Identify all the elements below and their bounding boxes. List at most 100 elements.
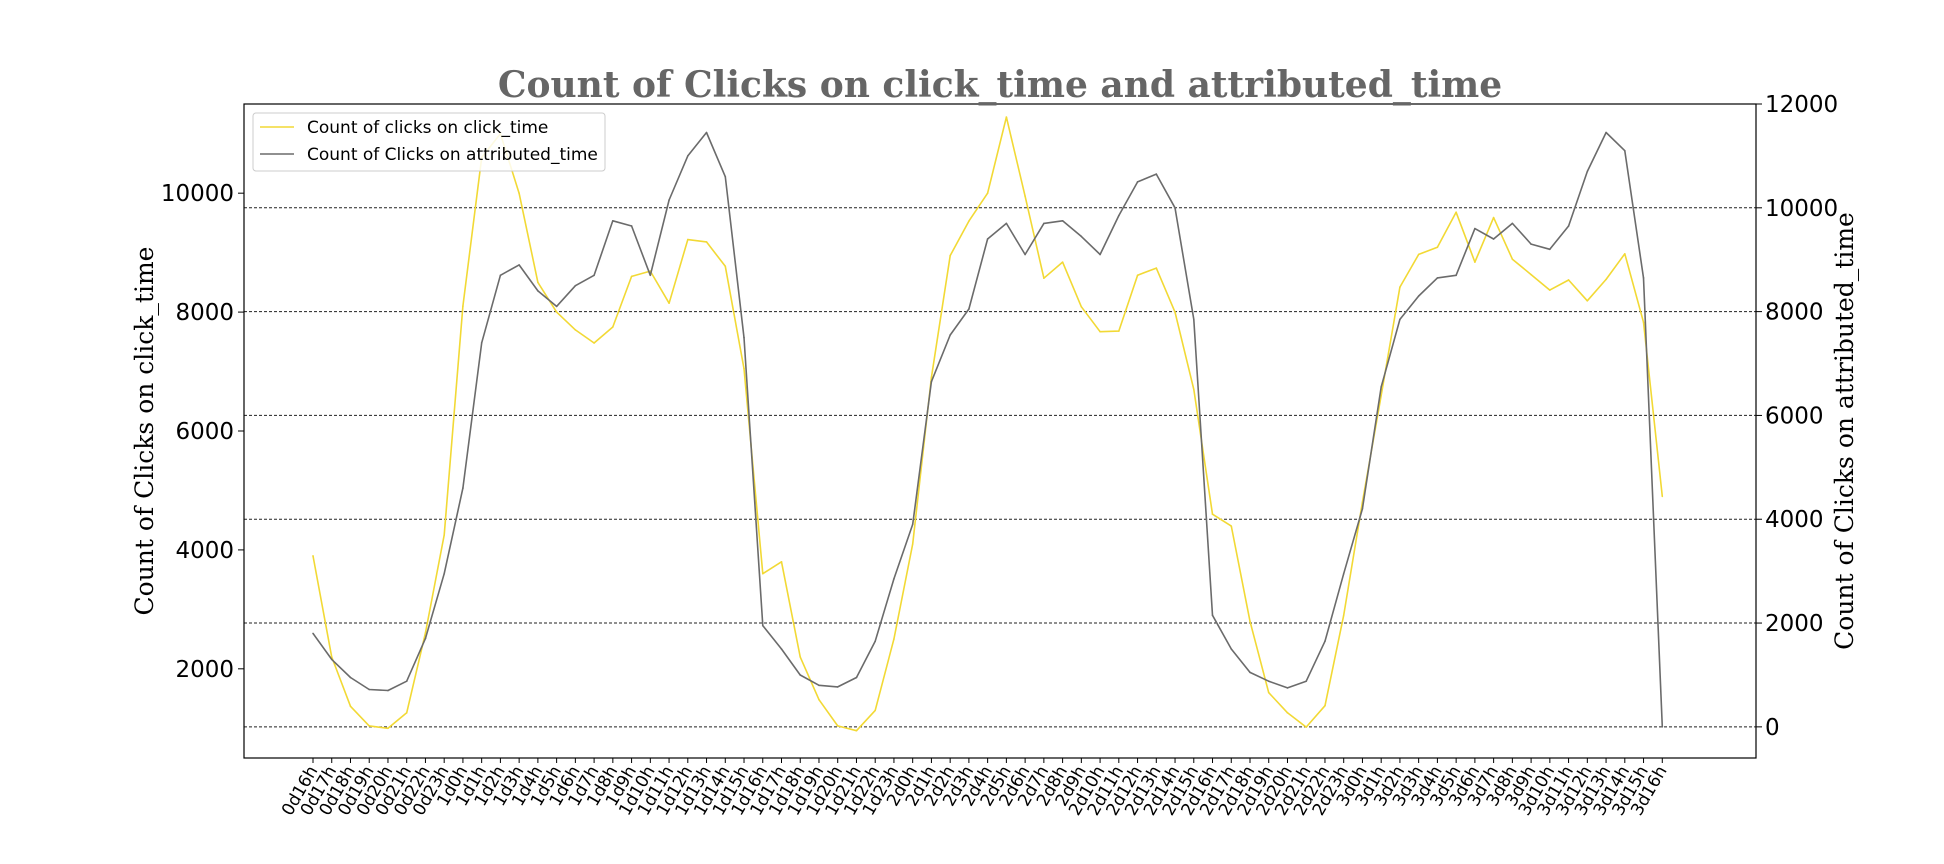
data-point	[893, 638, 895, 640]
data-point	[1661, 726, 1664, 728]
data-point	[368, 688, 371, 691]
data-point	[330, 658, 333, 661]
data-point	[1530, 273, 1532, 276]
data-point	[424, 632, 427, 634]
data-point	[949, 254, 951, 257]
data-point	[930, 376, 933, 379]
right-axis-tick-label: 0	[1765, 715, 1780, 741]
data-point	[1605, 131, 1607, 134]
data-point	[1436, 277, 1439, 279]
data-point	[593, 274, 595, 277]
data-point	[1399, 318, 1401, 321]
data-point	[761, 572, 764, 575]
data-point	[424, 637, 427, 640]
data-point	[874, 709, 876, 712]
data-point	[668, 199, 670, 201]
data-point	[480, 341, 483, 344]
data-point	[743, 336, 745, 339]
data-point	[649, 274, 652, 277]
data-point	[1080, 235, 1083, 238]
data-point	[1099, 253, 1101, 256]
data-point	[1080, 305, 1083, 308]
data-point	[1305, 680, 1308, 682]
data-point	[1005, 222, 1008, 225]
right-axis-label: Count of Clicks on attributed_time	[1830, 212, 1859, 650]
data-point	[537, 281, 539, 284]
data-point	[799, 656, 802, 658]
data-point	[312, 632, 314, 635]
data-point	[1136, 274, 1139, 277]
data-point	[574, 284, 577, 287]
data-point	[1549, 289, 1551, 291]
data-point	[574, 329, 577, 331]
data-point	[1043, 277, 1045, 280]
legend: Count of clicks on click_time Count of C…	[252, 112, 606, 172]
data-point	[612, 326, 614, 328]
series-layer	[312, 116, 1664, 732]
right-axis: 0 2000 4000 6000 8000 10000 12000	[1756, 92, 1838, 741]
data-point	[1155, 267, 1158, 269]
data-point	[780, 561, 783, 563]
data-point	[855, 729, 858, 732]
data-point	[387, 727, 389, 730]
data-point	[1511, 222, 1514, 225]
data-point	[499, 274, 502, 277]
data-point	[1024, 253, 1026, 256]
legend-label-attributed-time: Count of Clicks on attributed_time	[307, 145, 598, 165]
data-point	[724, 265, 727, 268]
data-point	[1024, 195, 1026, 197]
data-point	[312, 555, 314, 557]
data-point	[1192, 388, 1195, 391]
left-axis-tick-label: 10000	[161, 181, 234, 207]
data-point	[1455, 274, 1457, 277]
data-point	[555, 311, 558, 313]
left-axis-tick-label: 4000	[175, 538, 234, 564]
data-point	[968, 220, 970, 222]
data-point	[743, 367, 745, 370]
right-axis-tick-label: 2000	[1765, 611, 1824, 637]
data-point	[1099, 330, 1101, 333]
data-point	[799, 674, 802, 676]
data-point	[368, 725, 371, 727]
data-point	[387, 689, 389, 692]
series-line-click-time	[312, 116, 1664, 732]
data-point	[1361, 508, 1364, 510]
data-point	[1605, 278, 1607, 281]
data-point	[462, 305, 464, 307]
data-point	[1211, 614, 1214, 617]
left-axis-tick-label: 6000	[175, 419, 234, 445]
data-point	[1061, 261, 1064, 263]
legend-label-click-time: Count of clicks on click_time	[307, 118, 548, 138]
data-point	[818, 684, 820, 687]
data-point	[1324, 704, 1326, 707]
left-axis: 2000 4000 6000 8000 10000	[161, 181, 244, 683]
data-point	[836, 725, 839, 727]
data-point	[518, 264, 520, 266]
data-point	[1155, 173, 1158, 175]
data-point	[818, 698, 820, 701]
data-point	[1567, 225, 1570, 227]
right-axis-tick-label: 4000	[1765, 507, 1824, 533]
data-point	[1267, 691, 1270, 694]
data-point	[855, 676, 858, 679]
data-point	[630, 275, 633, 278]
right-axis-tick-label: 12000	[1765, 92, 1838, 118]
data-point	[986, 238, 989, 240]
data-point	[630, 225, 633, 227]
data-point	[1118, 330, 1120, 332]
data-point	[968, 308, 970, 310]
data-point	[462, 487, 464, 489]
data-point	[1624, 253, 1626, 255]
data-point	[1286, 712, 1289, 714]
data-point	[1436, 246, 1439, 249]
data-point	[780, 648, 783, 650]
data-point	[874, 640, 876, 643]
data-point	[1043, 222, 1045, 225]
data-point	[1211, 513, 1214, 516]
data-point	[1642, 277, 1645, 279]
data-point	[1586, 170, 1589, 173]
data-point	[1511, 258, 1514, 260]
data-point	[893, 578, 895, 580]
